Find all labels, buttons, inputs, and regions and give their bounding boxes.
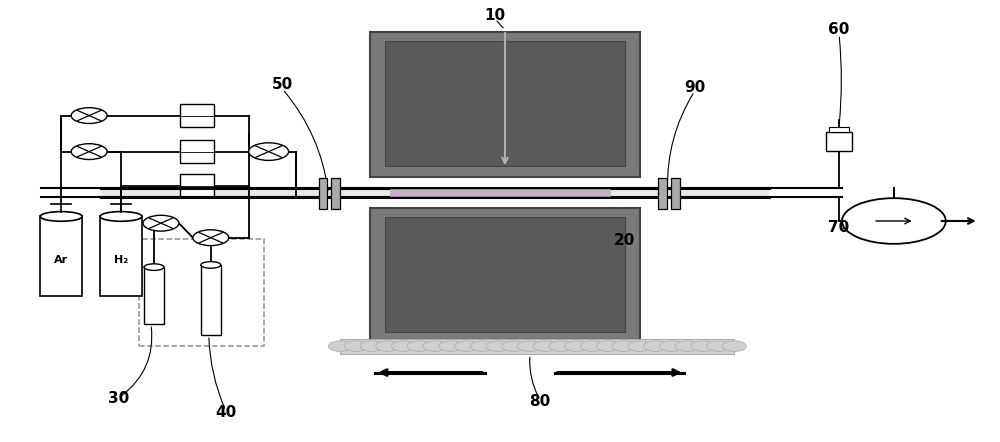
Circle shape <box>842 198 946 244</box>
Text: 30: 30 <box>108 391 130 406</box>
Text: Ar: Ar <box>54 255 68 265</box>
Circle shape <box>565 341 589 351</box>
Circle shape <box>392 341 415 351</box>
Circle shape <box>193 230 229 246</box>
Ellipse shape <box>144 264 164 271</box>
Bar <box>390 189 610 195</box>
Circle shape <box>376 341 400 351</box>
Circle shape <box>691 341 715 351</box>
Text: 10: 10 <box>484 8 506 23</box>
Circle shape <box>612 341 636 351</box>
Circle shape <box>596 341 620 351</box>
Circle shape <box>486 341 510 351</box>
Circle shape <box>675 341 699 351</box>
Bar <box>385 217 625 332</box>
Circle shape <box>628 341 652 351</box>
Circle shape <box>423 341 447 351</box>
Circle shape <box>71 108 107 123</box>
Text: 70: 70 <box>828 220 850 235</box>
Circle shape <box>328 341 352 351</box>
Bar <box>331 178 340 209</box>
Circle shape <box>407 341 431 351</box>
Text: 50: 50 <box>272 77 293 92</box>
Circle shape <box>707 341 731 351</box>
Ellipse shape <box>40 212 82 221</box>
Bar <box>370 208 640 339</box>
Bar <box>180 104 214 127</box>
Bar <box>180 140 214 163</box>
Circle shape <box>249 143 289 160</box>
Bar <box>40 217 82 296</box>
Circle shape <box>533 341 557 351</box>
Circle shape <box>470 341 494 351</box>
Bar <box>100 217 142 296</box>
Bar <box>658 178 667 209</box>
Circle shape <box>549 341 573 351</box>
Text: 20: 20 <box>614 233 635 248</box>
Circle shape <box>722 341 746 351</box>
Bar <box>385 41 625 166</box>
Bar <box>671 178 680 209</box>
Circle shape <box>71 144 107 160</box>
Ellipse shape <box>100 212 142 221</box>
Bar <box>826 132 852 151</box>
Bar <box>319 178 327 209</box>
Circle shape <box>455 341 478 351</box>
Text: H₂: H₂ <box>114 255 128 265</box>
Circle shape <box>581 341 605 351</box>
Text: 80: 80 <box>529 393 551 408</box>
Bar <box>201 265 221 335</box>
Bar <box>101 188 769 197</box>
Bar <box>370 32 640 177</box>
Bar <box>340 339 734 354</box>
Circle shape <box>439 341 463 351</box>
Circle shape <box>659 341 683 351</box>
Circle shape <box>360 341 384 351</box>
Text: 90: 90 <box>684 80 705 95</box>
Text: 60: 60 <box>828 23 850 38</box>
Bar <box>829 127 849 132</box>
Text: 40: 40 <box>215 404 236 419</box>
Circle shape <box>518 341 541 351</box>
Circle shape <box>344 341 368 351</box>
Circle shape <box>502 341 526 351</box>
Bar <box>139 239 264 346</box>
Bar <box>144 267 164 324</box>
Circle shape <box>143 215 179 231</box>
Circle shape <box>644 341 668 351</box>
Ellipse shape <box>201 262 221 268</box>
Bar <box>180 175 214 197</box>
